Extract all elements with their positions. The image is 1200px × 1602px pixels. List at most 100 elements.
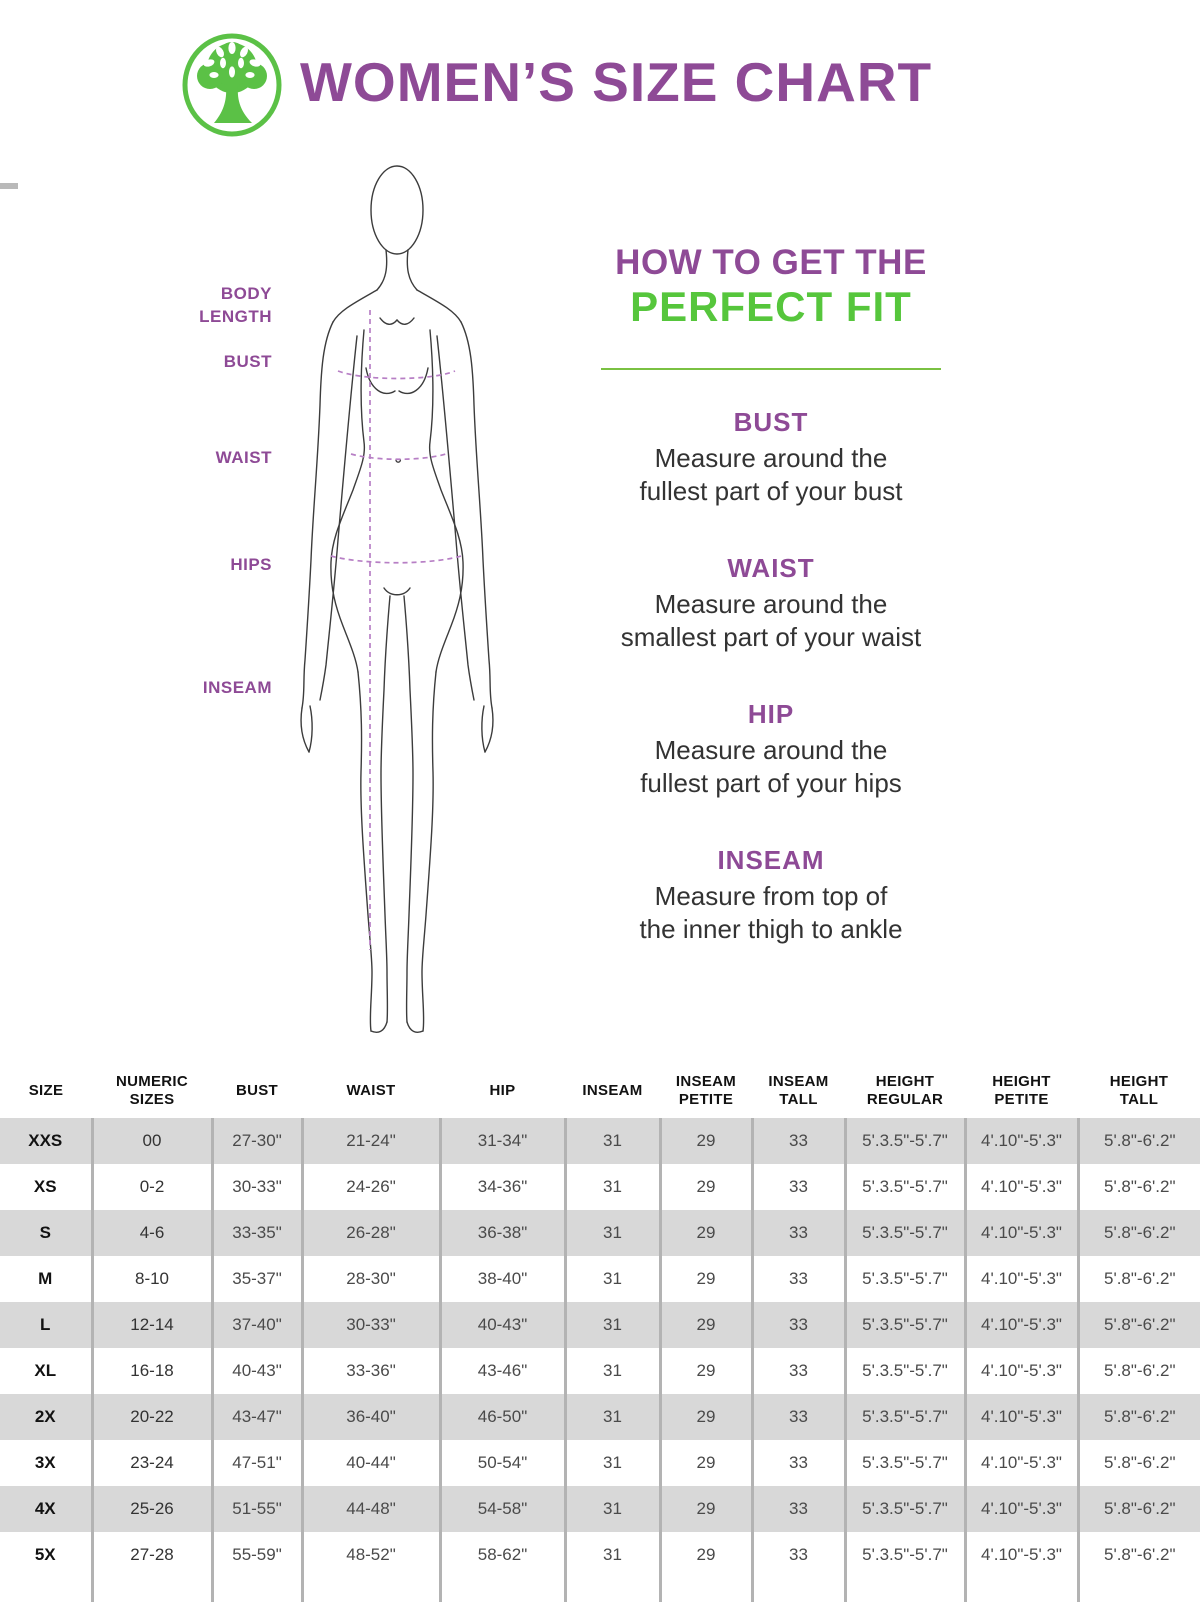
value-cell: 4'.10"-5'.3" [963,1486,1078,1532]
body-measurement-figure [300,165,494,1033]
guide-heading-line1: HOW TO GET THE [615,243,927,282]
hips-dash-line [330,555,462,564]
value-cell: 00 [90,1118,212,1164]
value-cell: 48-52" [300,1532,440,1578]
value-cell: 31 [563,1164,660,1210]
table-row-3x: 3X 23-24 47-51" 40-44" 50-54" 31 29 33 5'.3.5"-5… [0,1440,1200,1486]
value-cell: 4'.10"-5'.3" [963,1440,1078,1486]
empty-cell [210,1578,302,1602]
value-cell: 33 [750,1118,845,1164]
figure-label-body-length: BODY LENGTH [199,284,272,326]
value-cell: 33 [750,1256,845,1302]
value-cell: 33 [750,1394,845,1440]
value-cell: 36-38" [438,1210,565,1256]
value-cell: 29 [658,1118,752,1164]
value-cell: 4'.10"-5'.3" [963,1210,1078,1256]
size-cell: XS [33,1177,57,1196]
size-cell: XL [34,1361,57,1380]
empty-cell [963,1578,1078,1602]
value-cell: 30-33" [300,1302,440,1348]
value-cell: 40-43" [210,1348,302,1394]
guide-section-text: Measure around the [654,589,888,619]
table-row-s: S 4-6 33-35" 26-28" 36-38" 31 29 33 5'.3.5"-5'.7… [0,1210,1200,1256]
value-cell: 30-33" [210,1164,302,1210]
tree-logo-icon [182,33,282,137]
figure-label-waist: WAIST [215,448,272,467]
value-cell: 31 [563,1348,660,1394]
value-cell: 38-40" [438,1256,565,1302]
value-cell: 31-34" [438,1118,565,1164]
value-cell: 29 [658,1440,752,1486]
value-cell: 20-22 [90,1394,212,1440]
column-header-inseam: INSEAM [582,1081,643,1099]
value-cell: 4'.10"-5'.3" [963,1118,1078,1164]
value-cell: 44-48" [300,1486,440,1532]
table-row-2x: 2X 20-22 43-47" 36-40" 46-50" 31 29 33 5'.3.5"-5… [0,1394,1200,1440]
value-cell: 29 [658,1486,752,1532]
value-cell: 29 [658,1394,752,1440]
size-cell: 2X [0,1394,92,1440]
value-cell: 5'.8"-6'.2" [1076,1348,1200,1394]
column-header-height-regular: HEIGHT REGULAR [866,1072,944,1108]
guide-section-inseam: INSEAM Measure from top of the inner thi… [585,844,957,946]
size-cell: L [0,1302,92,1348]
value-cell: 28-30" [300,1256,440,1302]
value-cell: 33 [750,1210,845,1256]
guide-section-title: BUST [733,407,809,437]
value-cell: 31 [563,1532,660,1578]
empty-cell [1076,1578,1200,1602]
value-cell: 24-26" [300,1164,440,1210]
value-cell: 31 [563,1394,660,1440]
guide-section-text: the inner thigh to ankle [639,914,903,944]
column-header-inseam-tall: INSEAM TALL [768,1072,829,1108]
value-cell: 5'.8"-6'.2" [1076,1486,1200,1532]
guide-section-hip: HIP Measure around the fullest part of y… [585,698,957,800]
size-chart-header-row: SIZE NUMERIC SIZES BUST WAIST HIP INSEAM INSEA… [0,1063,1200,1118]
size-cell: XXS [0,1118,92,1164]
guide-heading-line2: PERFECT FIT [630,283,912,330]
value-cell: 4'.10"-5'.3" [963,1302,1078,1348]
guide-section-bust: BUST Measure around the fullest part of … [585,406,957,508]
value-cell: 46-50" [438,1394,565,1440]
guide-section-title: HIP [747,699,795,729]
value-cell: 12-14 [90,1302,212,1348]
empty-cell [0,1578,92,1602]
value-cell: 34-36" [438,1164,565,1210]
value-cell: 33-36" [300,1348,440,1394]
value-cell: 4-6 [90,1210,212,1256]
guide-section-waist: WAIST Measure around the smallest part o… [585,552,957,654]
guide-section-text: Measure around the [654,735,888,765]
value-cell: 31 [563,1440,660,1486]
empty-cell [438,1578,565,1602]
empty-cell [300,1578,440,1602]
size-chart-table-section: SIZE NUMERIC SIZES BUST WAIST HIP INSEAM INSEA… [0,1063,1200,1602]
value-cell: 36-40" [300,1394,440,1440]
value-cell: 16-18 [90,1348,212,1394]
waist-dash-line [350,453,447,461]
guide-section-text: smallest part of your waist [620,622,922,652]
column-header-height-tall: HEIGHT TALL [1109,1072,1169,1108]
value-cell: 29 [658,1210,752,1256]
value-cell: 26-28" [300,1210,440,1256]
value-cell: 5'.3.5"-5'.7" [843,1532,965,1578]
table-row-m: M 8-10 35-37" 28-30" 38-40" 31 29 33 5'.3.5"-5'.… [0,1256,1200,1302]
figure-label-hips: HIPS [230,555,272,574]
fit-guide: HOW TO GET THE PERFECT FIT BUST Measure … [585,243,957,946]
column-header-numeric-sizes: NUMERIC SIZES [115,1072,189,1108]
guide-section-text: fullest part of your bust [639,476,903,506]
column-header-inseam-petite: INSEAM PETITE [675,1072,737,1108]
value-cell: 40-44" [300,1440,440,1486]
bust-dash-line [337,370,456,380]
table-row-4x: 4X 25-26 51-55" 44-48" 54-58" 31 29 33 5'.3.5"-5… [0,1486,1200,1532]
value-cell: 23-24 [90,1440,212,1486]
value-cell: 8-10 [90,1256,212,1302]
value-cell: 5'.3.5"-5'.7" [843,1210,965,1256]
value-cell: 31 [563,1302,660,1348]
empty-cell [563,1578,660,1602]
value-cell: 33 [750,1348,845,1394]
figure-label-bust: BUST [223,352,272,371]
value-cell: 27-30" [210,1118,302,1164]
column-header-size: SIZE [28,1081,64,1099]
value-cell: 4'.10"-5'.3" [963,1348,1078,1394]
empty-cell [90,1578,212,1602]
